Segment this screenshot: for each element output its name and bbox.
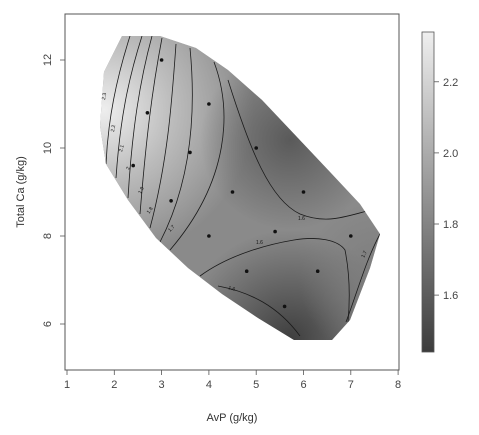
colorbar-tick-label: 2.2 <box>443 77 458 89</box>
colorbar-tick-label: 1.8 <box>443 219 458 231</box>
contour-line-1.6a <box>227 79 380 220</box>
contour-label: 1.9 <box>137 186 145 195</box>
x-tick-label: 4 <box>206 379 212 391</box>
contour-label: 1.6 <box>227 285 235 293</box>
design-point <box>315 269 320 274</box>
contour-surface <box>100 36 380 340</box>
design-point <box>349 234 353 238</box>
x-tick-label: 2 <box>111 379 117 391</box>
design-point <box>159 58 164 62</box>
contour-label: 2.2 <box>110 124 117 132</box>
contour-line-2.1 <box>127 36 153 199</box>
contour-label: 1.6 <box>256 240 263 246</box>
design-point <box>207 234 211 238</box>
design-point <box>188 150 192 155</box>
contour-label: 2.1 <box>118 144 126 152</box>
y-tick-label: 8 <box>42 233 54 239</box>
y-tick-label: 6 <box>42 321 54 327</box>
plot-frame <box>64 13 400 371</box>
contour-line-1.7a <box>169 61 225 251</box>
design-point <box>131 163 135 168</box>
contour-line-2.2 <box>115 36 143 179</box>
design-point <box>230 190 235 194</box>
x-tick-label: 6 <box>300 379 306 391</box>
colorbar-tick-label: 2.0 <box>443 148 458 160</box>
x-tick-label: 5 <box>253 379 259 391</box>
x-axis: 1 2 3 4 5 6 7 8 <box>64 370 401 391</box>
design-point <box>254 146 258 150</box>
design-point <box>244 269 249 274</box>
colorbar-tick-label: 1.6 <box>443 290 458 302</box>
design-point <box>273 229 277 234</box>
contour-lines <box>105 36 380 337</box>
design-point <box>145 111 150 115</box>
contour-line-1.7b <box>345 233 380 323</box>
contour-label: 1.8 <box>146 206 155 215</box>
colorbar-ticks: 1.6 1.8 2.0 2.2 <box>434 77 458 302</box>
x-axis-title: AvP (g/kg) <box>207 412 258 424</box>
x-tick-label: 8 <box>395 379 401 391</box>
colorbar: 1.6 1.8 2.0 2.2 <box>421 31 458 353</box>
contour-label: 2.3 <box>101 92 108 100</box>
contour-line-2.3 <box>105 36 131 165</box>
contour-line-2.0 <box>139 37 163 215</box>
design-point <box>169 199 173 203</box>
design-point <box>207 102 211 106</box>
contour-label: 2 <box>125 166 132 171</box>
y-axis: 6 8 10 12 <box>42 54 65 327</box>
y-tick-label: 12 <box>42 54 54 66</box>
contour-line-1.8 <box>159 47 193 243</box>
design-points <box>131 58 353 309</box>
contour-label: 1.6 <box>298 216 305 222</box>
contour-line-1.9 <box>149 43 177 229</box>
design-point <box>282 304 287 309</box>
contour-line-1.6c <box>217 285 301 337</box>
contour-line-1.6b <box>199 238 350 323</box>
contour-label: 1.7 <box>360 250 368 259</box>
colorbar-gradient <box>421 31 435 353</box>
contour-label: 1.7 <box>167 224 176 233</box>
y-tick-label: 10 <box>42 142 54 154</box>
x-tick-label: 3 <box>159 379 165 391</box>
y-axis-title: Total Ca (g/kg) <box>15 156 27 228</box>
contour-label-group: 2.3 2.2 2.1 2 1.9 1.8 1.7 1.6 1.6 1.6 1.… <box>101 92 369 293</box>
x-tick-label: 1 <box>64 379 70 391</box>
design-point <box>301 190 306 194</box>
x-tick-label: 7 <box>348 379 354 391</box>
